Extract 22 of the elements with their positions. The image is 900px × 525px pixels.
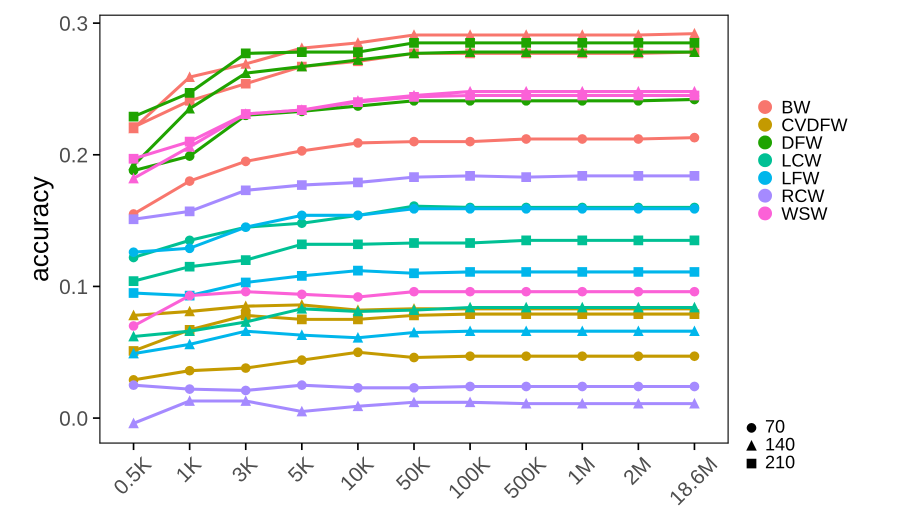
legend-label: DFW [782, 136, 822, 149]
legend-label: LFW [782, 172, 820, 184]
text: 70 [766, 420, 784, 433]
text: 210 [766, 456, 794, 468]
x-tick-label: 1M [566, 456, 596, 485]
legend-label: WSW [781, 207, 828, 220]
y-tick-label: 0.3 [60, 16, 88, 31]
x-tick-label: 50K [395, 455, 431, 492]
legend-label: CVDFW [782, 118, 848, 132]
x-tick-label: 2M [622, 456, 652, 486]
x-tick-label: 1K [175, 456, 202, 482]
y-tick-label: 0.1 [60, 279, 88, 294]
x-tick-label: 3K [230, 455, 259, 484]
legend-label: LCW [782, 154, 822, 167]
text: 140 [766, 438, 794, 451]
legend-label: BW [782, 100, 810, 114]
x-tick-label: 10K [339, 455, 375, 491]
y-axis-title: accuracy [34, 176, 54, 281]
y-tick-label: 0.0 [60, 411, 88, 426]
y-tick-label: 0.2 [60, 148, 88, 163]
x-tick-label: 5K [287, 456, 315, 484]
legend-label: RCW [782, 189, 824, 202]
